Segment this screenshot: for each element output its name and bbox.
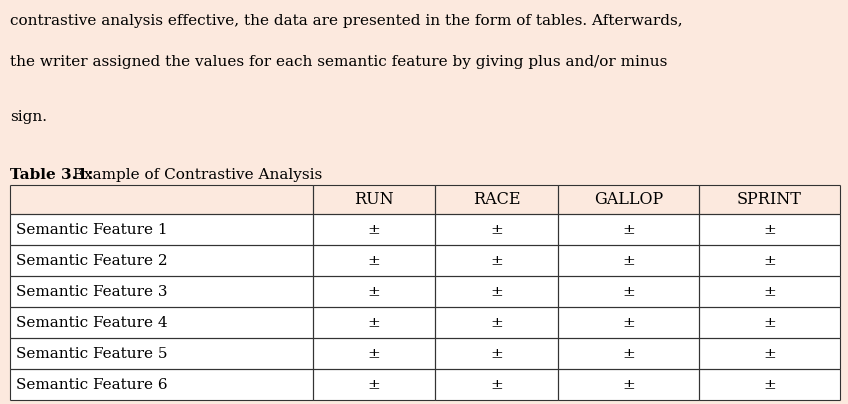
Text: ±: ± bbox=[368, 316, 381, 330]
Text: Semantic Feature 2: Semantic Feature 2 bbox=[16, 254, 168, 267]
Text: ±: ± bbox=[490, 254, 503, 267]
Bar bbox=[558, 276, 699, 307]
Bar bbox=[313, 369, 435, 400]
Bar bbox=[435, 307, 558, 338]
Bar bbox=[558, 338, 699, 369]
Text: ±: ± bbox=[368, 223, 381, 236]
Bar bbox=[10, 245, 313, 276]
Text: ±: ± bbox=[763, 377, 776, 391]
Bar bbox=[10, 214, 313, 245]
Bar bbox=[10, 369, 313, 400]
Text: ±: ± bbox=[763, 316, 776, 330]
Text: ±: ± bbox=[763, 223, 776, 236]
Text: Table 3.1:: Table 3.1: bbox=[10, 168, 93, 182]
Bar bbox=[10, 276, 313, 307]
Bar bbox=[313, 276, 435, 307]
Bar bbox=[558, 214, 699, 245]
Text: RUN: RUN bbox=[354, 191, 393, 208]
Text: ±: ± bbox=[622, 223, 635, 236]
Text: Semantic Feature 4: Semantic Feature 4 bbox=[16, 316, 168, 330]
Bar bbox=[558, 185, 699, 214]
Bar bbox=[558, 307, 699, 338]
Bar bbox=[699, 369, 840, 400]
Bar bbox=[699, 338, 840, 369]
Bar bbox=[435, 338, 558, 369]
Text: ±: ± bbox=[622, 254, 635, 267]
Text: ±: ± bbox=[490, 347, 503, 360]
Bar bbox=[435, 214, 558, 245]
Bar bbox=[699, 307, 840, 338]
Text: ±: ± bbox=[490, 284, 503, 299]
Bar bbox=[313, 307, 435, 338]
Text: the writer assigned the values for each semantic feature by giving plus and/or m: the writer assigned the values for each … bbox=[10, 55, 667, 69]
Text: ±: ± bbox=[368, 347, 381, 360]
Bar bbox=[435, 185, 558, 214]
Text: Semantic Feature 1: Semantic Feature 1 bbox=[16, 223, 168, 236]
Text: ±: ± bbox=[763, 254, 776, 267]
Text: ±: ± bbox=[490, 316, 503, 330]
Text: ±: ± bbox=[763, 284, 776, 299]
Text: Semantic Feature 5: Semantic Feature 5 bbox=[16, 347, 168, 360]
Text: GALLOP: GALLOP bbox=[594, 191, 663, 208]
Text: ±: ± bbox=[368, 254, 381, 267]
Bar bbox=[313, 338, 435, 369]
Text: contrastive analysis effective, the data are presented in the form of tables. Af: contrastive analysis effective, the data… bbox=[10, 14, 683, 28]
Bar bbox=[699, 214, 840, 245]
Text: ±: ± bbox=[763, 347, 776, 360]
Text: Semantic Feature 6: Semantic Feature 6 bbox=[16, 377, 168, 391]
Text: sign.: sign. bbox=[10, 110, 47, 124]
Bar bbox=[435, 245, 558, 276]
Text: Semantic Feature 3: Semantic Feature 3 bbox=[16, 284, 168, 299]
Text: ±: ± bbox=[622, 347, 635, 360]
Bar bbox=[313, 214, 435, 245]
Bar bbox=[558, 245, 699, 276]
Bar bbox=[10, 307, 313, 338]
Text: ±: ± bbox=[622, 377, 635, 391]
Bar bbox=[10, 185, 313, 214]
Text: SPRINT: SPRINT bbox=[737, 191, 802, 208]
Bar bbox=[313, 185, 435, 214]
Bar bbox=[699, 185, 840, 214]
Bar bbox=[558, 369, 699, 400]
Bar bbox=[313, 245, 435, 276]
Text: ±: ± bbox=[490, 377, 503, 391]
Text: ±: ± bbox=[622, 284, 635, 299]
Bar bbox=[699, 276, 840, 307]
Bar bbox=[435, 369, 558, 400]
Text: ±: ± bbox=[368, 284, 381, 299]
Text: ±: ± bbox=[490, 223, 503, 236]
Bar bbox=[10, 338, 313, 369]
Text: Example of Contrastive Analysis: Example of Contrastive Analysis bbox=[68, 168, 322, 182]
Text: RACE: RACE bbox=[473, 191, 521, 208]
Text: ±: ± bbox=[368, 377, 381, 391]
Text: ±: ± bbox=[622, 316, 635, 330]
Bar bbox=[435, 276, 558, 307]
Bar bbox=[699, 245, 840, 276]
